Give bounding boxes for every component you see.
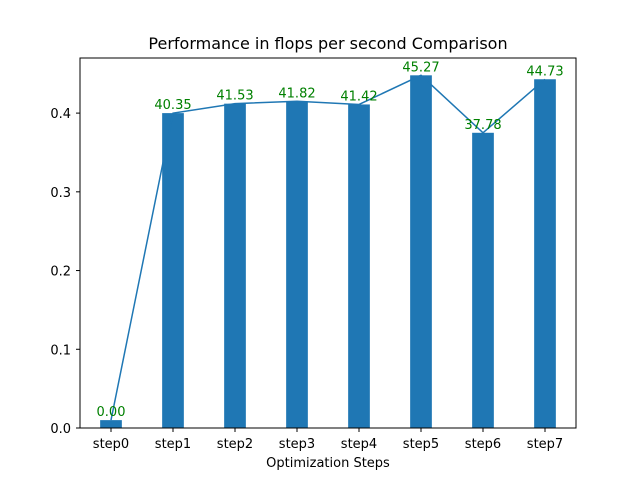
x-axis-label: Optimization Steps <box>266 456 390 471</box>
x-tick-label-step3: step3 <box>279 437 315 452</box>
data-label-step0: 0.00 <box>97 405 126 420</box>
bar-step1 <box>162 113 184 428</box>
bar-step0 <box>100 420 122 428</box>
data-label-step7: 44.73 <box>526 64 563 79</box>
y-tick-label-1: 0.1 <box>50 343 71 358</box>
data-label-step4: 41.42 <box>340 89 377 104</box>
y-tick-label-3: 0.3 <box>50 186 71 201</box>
x-tick-label-step7: step7 <box>527 437 563 452</box>
y-tick-label-2: 0.2 <box>50 265 71 280</box>
x-tick-label-step5: step5 <box>403 437 439 452</box>
bar-step4 <box>348 104 370 428</box>
data-label-step1: 40.35 <box>154 98 191 113</box>
axes-frame <box>79 57 577 429</box>
data-label-step6: 37.78 <box>464 118 501 133</box>
y-tick-label-0: 0.0 <box>50 422 71 437</box>
bar-step2 <box>224 103 246 428</box>
x-tick-label-step6: step6 <box>465 437 501 452</box>
y-tick-label-4: 0.4 <box>50 107 71 122</box>
x-tick-label-step1: step1 <box>155 437 191 452</box>
data-label-step5: 45.27 <box>402 60 439 75</box>
data-label-step3: 41.82 <box>278 86 315 101</box>
x-tick-label-step0: step0 <box>93 437 129 452</box>
bar-step5 <box>410 75 432 428</box>
x-tick-label-step4: step4 <box>341 437 377 452</box>
data-label-step2: 41.53 <box>216 89 253 104</box>
x-tick-label-step2: step2 <box>217 437 253 452</box>
series-line <box>110 74 546 421</box>
chart-title: Performance in flops per second Comparis… <box>148 34 507 53</box>
bar-step7 <box>534 79 556 429</box>
bar-step6 <box>472 132 494 428</box>
plot-area: 0.00 40.35 41.53 41.82 41.42 45.27 37.78 44.73 s… <box>50 57 577 452</box>
bar-step3 <box>286 101 308 428</box>
